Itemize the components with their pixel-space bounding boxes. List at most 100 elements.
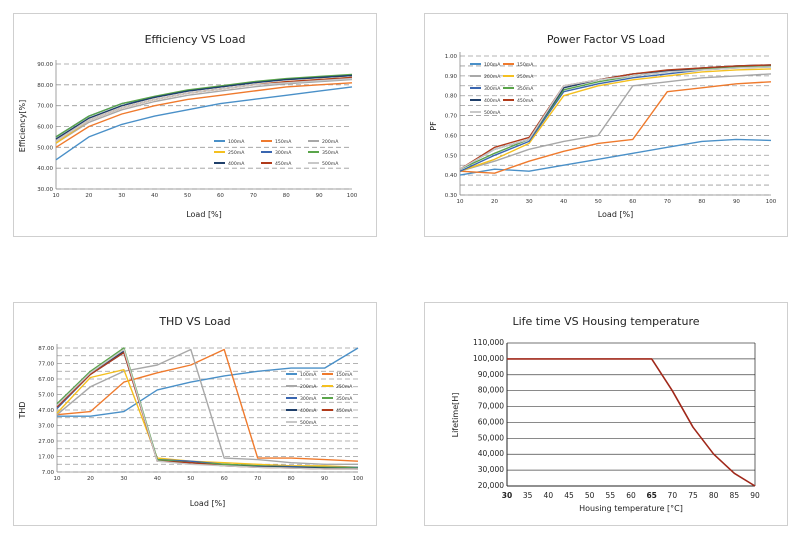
y-tick-label: 80,000 xyxy=(478,386,504,395)
y-tick-label: 0.30 xyxy=(445,193,458,199)
y-tick-label: 0.60 xyxy=(445,133,458,139)
legend-label: 500mA xyxy=(300,420,317,426)
chart-title: Life time VS Housing temperature xyxy=(512,315,699,328)
y-tick-label: 0.40 xyxy=(445,173,458,179)
series-line-350mA xyxy=(55,73,353,138)
legend-label: 450mA xyxy=(336,408,353,414)
y-tick-label: 87.00 xyxy=(38,346,54,352)
series-line-150mA xyxy=(56,348,359,462)
x-tick-label: 80 xyxy=(698,199,705,205)
y-tick-label: 57.00 xyxy=(38,393,54,399)
legend-label: 100mA xyxy=(484,62,501,68)
x-tick-label: 60 xyxy=(629,199,636,205)
y-axis-label: Lifetime[H] xyxy=(451,393,460,438)
series-line-250mA xyxy=(459,68,772,172)
y-tick-label: 27.00 xyxy=(38,439,54,445)
x-tick-label: 90 xyxy=(733,199,740,205)
legend-label: 400mA xyxy=(228,161,245,167)
x-tick-label: 40 xyxy=(154,476,161,482)
x-tick-label: 60 xyxy=(217,193,224,199)
y-tick-label: 40,000 xyxy=(478,449,504,458)
x-tick-label: 70 xyxy=(254,476,261,482)
y-tick-label: 30.00 xyxy=(37,187,53,193)
y-tick-label: 47.00 xyxy=(38,408,54,414)
series-line-100mA xyxy=(459,138,772,176)
y-tick-label: 0.90 xyxy=(445,74,458,80)
x-tick-label: 70 xyxy=(664,199,671,205)
legend-label: 500mA xyxy=(484,110,501,116)
legend-label: 150mA xyxy=(336,372,353,378)
legend-label: 200mA xyxy=(484,74,501,80)
power-factor-chart: Power Factor VS Load 0.30 0.40 0.50 0.60 0.70… xyxy=(429,33,777,219)
x-tick-label: 20 xyxy=(491,199,498,205)
series-line-500mA xyxy=(56,348,358,470)
x-tick-label: 40 xyxy=(544,491,554,500)
series-line-350mA xyxy=(459,65,772,170)
y-tick-label: 1.00 xyxy=(445,54,458,60)
thd-chart: THD VS Load 7.00 17.00 27.00 37.00 47.00 57.00… xyxy=(18,315,364,508)
legend-label: 350mA xyxy=(336,396,353,402)
x-tick-label: 100 xyxy=(347,193,358,199)
series-line-500mA xyxy=(55,77,353,142)
y-tick-label: 37.00 xyxy=(38,424,54,430)
legend-label: 400mA xyxy=(300,408,317,414)
legend-label: 500mA xyxy=(322,161,339,167)
x-axis-label: Load [%] xyxy=(186,210,222,219)
y-tick-label: 60.00 xyxy=(37,125,53,131)
chart-title: Power Factor VS Load xyxy=(547,33,665,46)
series-line-450mA xyxy=(55,76,353,142)
y-axis-label: Efficiency[%] xyxy=(18,100,27,152)
x-tick-label: 55 xyxy=(606,491,616,500)
series-line-500mA xyxy=(459,66,772,170)
y-tick-label: 100,000 xyxy=(473,354,504,363)
x-tick-label: 100 xyxy=(353,476,364,482)
legend-label: 100mA xyxy=(228,139,245,145)
x-tick-label: 85 xyxy=(730,491,740,500)
x-tick-label: 35 xyxy=(523,491,533,500)
y-tick-label: 90.00 xyxy=(37,62,53,68)
series-line-250mA xyxy=(56,368,359,468)
legend-label: 150mA xyxy=(275,139,292,145)
y-tick-label: 30,000 xyxy=(478,465,504,474)
series-line-450mA xyxy=(459,64,772,170)
y-tick-label: 70.00 xyxy=(37,104,53,110)
x-axis-label: Load [%] xyxy=(190,499,226,508)
y-tick-label: 77.00 xyxy=(38,362,54,368)
y-tick-label: 0.70 xyxy=(445,114,458,120)
x-tick-label: 30 xyxy=(502,491,512,500)
y-tick-label: 0.80 xyxy=(445,94,458,100)
series-line-150mA xyxy=(55,82,353,148)
chart-title: THD VS Load xyxy=(158,315,230,328)
lifetime-chart: Life time VS Housing temperature20,00030… xyxy=(451,315,760,513)
x-tick-label: 70 xyxy=(250,193,257,199)
x-tick-label: 10 xyxy=(457,199,464,205)
y-tick-label: 50.00 xyxy=(37,145,53,151)
x-tick-label: 30 xyxy=(118,193,125,199)
y-tick-label: 20,000 xyxy=(478,481,504,490)
x-tick-label: 90 xyxy=(750,491,760,500)
legend-label: 150mA xyxy=(517,62,534,68)
x-tick-label: 65 xyxy=(646,491,656,500)
y-tick-label: 90,000 xyxy=(478,370,504,379)
legend-label: 450mA xyxy=(517,98,534,104)
legend-label: 300mA xyxy=(300,396,317,402)
x-tick-label: 50 xyxy=(585,491,595,500)
legend-label: 350mA xyxy=(322,150,339,156)
x-tick-label: 20 xyxy=(87,476,94,482)
y-tick-label: 60,000 xyxy=(478,417,504,426)
x-tick-label: 100 xyxy=(766,199,777,205)
x-tick-label: 45 xyxy=(564,491,574,500)
series-line-100mA xyxy=(57,347,359,417)
series-line-400mA xyxy=(55,74,353,140)
x-tick-label: 90 xyxy=(316,193,323,199)
series-line-200mA xyxy=(55,78,353,144)
efficiency-chart: Efficiency VS Load 30.00 40.00 50.00 60.00 70… xyxy=(18,33,358,219)
legend-label: 250mA xyxy=(336,384,353,390)
x-tick-label: 90 xyxy=(321,476,328,482)
legend-label: 350mA xyxy=(517,86,534,92)
series-line-200mA xyxy=(459,73,772,172)
x-tick-label: 20 xyxy=(85,193,92,199)
series-line-100mA xyxy=(55,86,353,161)
x-tick-label: 40 xyxy=(151,193,158,199)
y-tick-label: 110,000 xyxy=(473,338,504,347)
